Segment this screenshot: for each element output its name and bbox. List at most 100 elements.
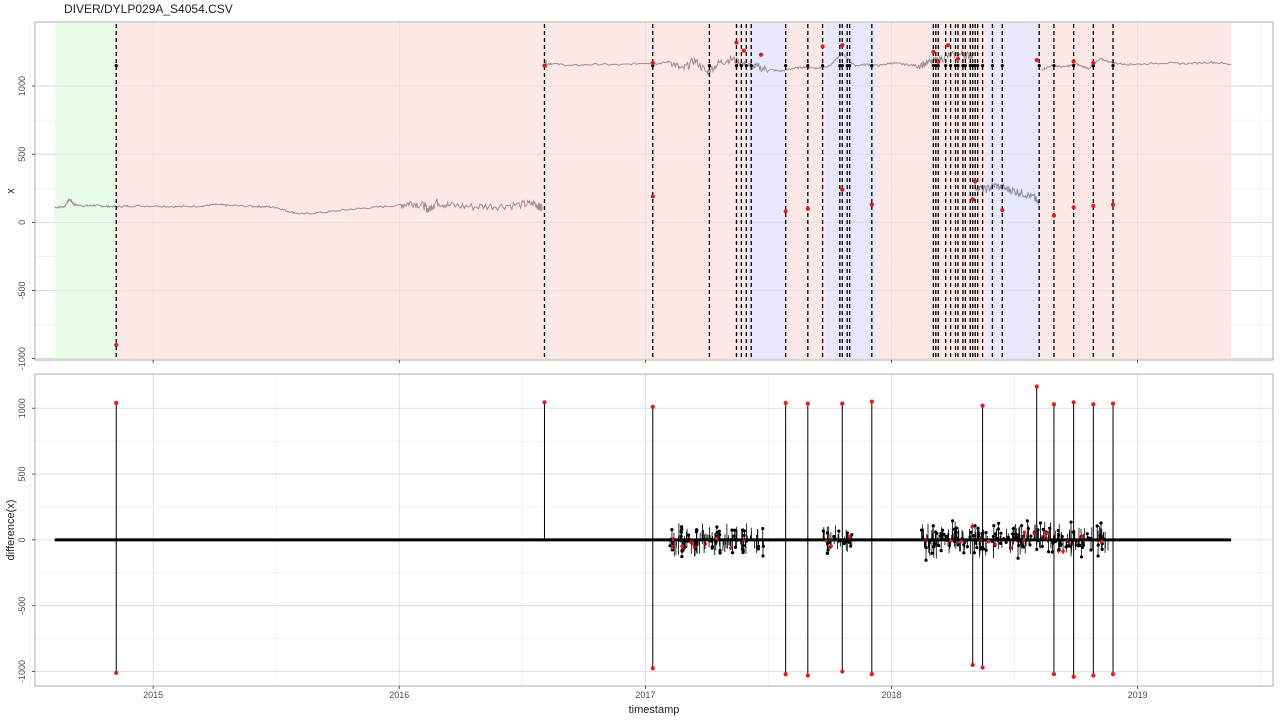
noise-point (715, 525, 719, 529)
anomaly-point (114, 64, 118, 68)
anomaly-point (838, 64, 842, 68)
series-line (54, 197, 543, 215)
bottom-y-tick-label: -500 (17, 597, 27, 615)
regime-band (785, 23, 826, 359)
anomaly-point (1111, 64, 1115, 68)
noise-point (952, 539, 957, 544)
noise-point (718, 551, 722, 555)
anomaly-point (848, 64, 852, 68)
noise-point (821, 529, 825, 533)
noise-point (978, 547, 983, 551)
noise-point (837, 529, 841, 533)
noise-point (1085, 532, 1089, 536)
spike-point (869, 672, 874, 677)
noise-point (954, 531, 958, 535)
noise-point (686, 533, 691, 537)
spike-point (783, 672, 788, 677)
anomaly-point (973, 64, 977, 68)
x-tick-label: 2017 (635, 690, 655, 700)
anomaly-point (953, 64, 958, 68)
noise-point (924, 558, 928, 562)
noise-point (680, 527, 684, 531)
noise-point (825, 551, 829, 555)
anomaly-point (840, 64, 844, 68)
noise-point (1086, 536, 1090, 540)
outlier-point (758, 52, 764, 57)
top-panel: -1000 -500 0 500 1000 x (5, 21, 1274, 370)
spike-point (783, 400, 788, 406)
noise-point (1059, 542, 1063, 546)
anomaly-point (976, 64, 980, 68)
anomaly-point (739, 64, 743, 68)
noise-point (939, 531, 943, 536)
noise-outlier-point (958, 539, 963, 544)
noise-point (1096, 554, 1100, 558)
top-y-tick-label: -500 (17, 281, 27, 299)
noise-outlier-point (1022, 530, 1027, 535)
noise-point (731, 551, 735, 555)
anomaly-point (990, 64, 995, 68)
outlier-point (1110, 202, 1116, 207)
spike-point (1091, 673, 1096, 678)
x-tick-label: 2015 (143, 690, 163, 700)
top-y-tick-label: 0 (17, 220, 27, 225)
outlier-point (840, 187, 845, 192)
outlier-point (1071, 59, 1076, 64)
anomaly-point (1037, 64, 1041, 68)
anomaly-point (968, 64, 972, 68)
noise-point (976, 526, 980, 530)
bottom-background (35, 374, 1273, 686)
noise-point (761, 526, 765, 531)
noise-point (761, 554, 765, 558)
spike-point (970, 662, 975, 668)
noise-point (730, 528, 734, 532)
regime-band (876, 23, 988, 359)
noise-point (842, 541, 846, 546)
noise-point (710, 544, 714, 549)
noise-point (1100, 547, 1104, 551)
noise-point (1069, 520, 1073, 524)
noise-point (1002, 537, 1006, 541)
outlier-point (805, 206, 810, 211)
anomaly-point (963, 64, 967, 68)
chart-title: DIVER/DYLP029A_S4054.CSV (64, 2, 233, 16)
anomaly-point (1052, 64, 1056, 68)
noise-point (1068, 544, 1072, 548)
spike-point (1110, 401, 1116, 406)
bottom-y-tick-label: 500 (17, 467, 27, 482)
anomaly-point (707, 64, 711, 68)
noise-point (1016, 556, 1020, 560)
noise-outlier-point (829, 544, 833, 548)
spike-point (805, 673, 810, 678)
noise-point (686, 539, 690, 543)
noise-point (741, 548, 745, 552)
outlier-point (1051, 213, 1057, 218)
noise-point (680, 554, 684, 559)
noise-point (1016, 538, 1020, 542)
noise-point (962, 543, 966, 547)
outlier-point (1034, 58, 1039, 63)
outlier-point (973, 179, 978, 184)
noise-outlier-point (670, 546, 675, 550)
anomaly-point (845, 64, 849, 68)
noise-point (825, 531, 829, 535)
noise-point (1081, 543, 1085, 547)
noise-point (756, 547, 760, 551)
anomaly-point (820, 64, 825, 68)
noise-point (680, 549, 684, 553)
noise-point (668, 538, 673, 542)
noise-point (718, 533, 722, 537)
spike-point (650, 666, 655, 671)
x-tick-label: 2019 (1128, 690, 1148, 700)
noise-point (950, 519, 955, 523)
noise-point (1041, 527, 1045, 532)
noise-point (1079, 555, 1084, 559)
spike-point (1110, 672, 1116, 677)
noise-point (975, 545, 979, 550)
spike-point (840, 669, 845, 674)
noise-point (962, 551, 966, 555)
noise-point (670, 528, 674, 532)
noise-point (733, 545, 738, 549)
anomaly-point (1000, 64, 1004, 68)
spike-point (805, 401, 810, 406)
